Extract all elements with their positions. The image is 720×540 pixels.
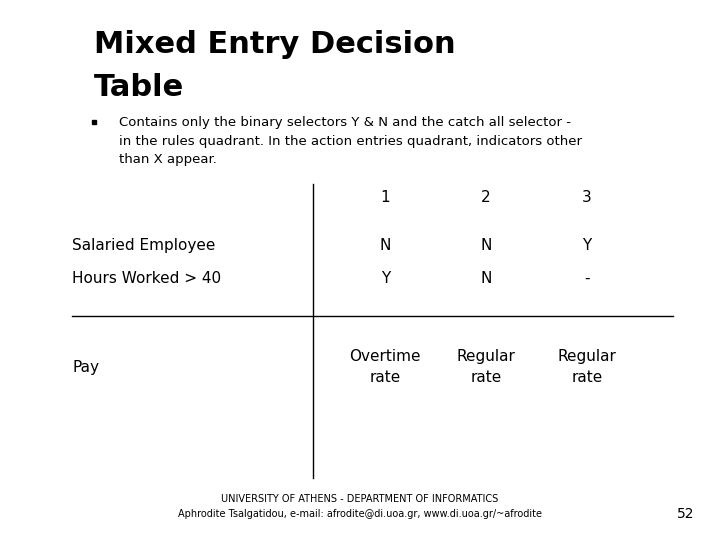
Text: 1: 1	[380, 190, 390, 205]
Text: N: N	[480, 271, 492, 286]
Text: Y: Y	[381, 271, 390, 286]
Text: 3: 3	[582, 190, 592, 205]
Text: Y: Y	[582, 238, 591, 253]
Text: Regular
rate: Regular rate	[557, 349, 616, 385]
Text: 2: 2	[481, 190, 491, 205]
Text: Hours Worked > 40: Hours Worked > 40	[72, 271, 221, 286]
Text: Overtime
rate: Overtime rate	[349, 349, 421, 385]
Text: 52: 52	[678, 507, 695, 521]
Text: N: N	[379, 238, 391, 253]
Text: Pay: Pay	[72, 360, 99, 375]
Text: Aphrodite Tsalgatidou, e-mail: afrodite@di.uoa.gr, www.di.uoa.gr/~afrodite: Aphrodite Tsalgatidou, e-mail: afrodite@…	[178, 509, 542, 519]
Text: N: N	[480, 238, 492, 253]
Text: Table: Table	[94, 73, 184, 102]
Text: Contains only the binary selectors Y & N and the catch all selector -
in the rul: Contains only the binary selectors Y & N…	[119, 116, 582, 166]
Text: Mixed Entry Decision: Mixed Entry Decision	[94, 30, 455, 59]
Text: -: -	[584, 271, 590, 286]
Text: Salaried Employee: Salaried Employee	[72, 238, 215, 253]
Text: UNIVERSITY OF ATHENS - DEPARTMENT OF INFORMATICS: UNIVERSITY OF ATHENS - DEPARTMENT OF INF…	[221, 495, 499, 504]
Text: Regular
rate: Regular rate	[456, 349, 516, 385]
